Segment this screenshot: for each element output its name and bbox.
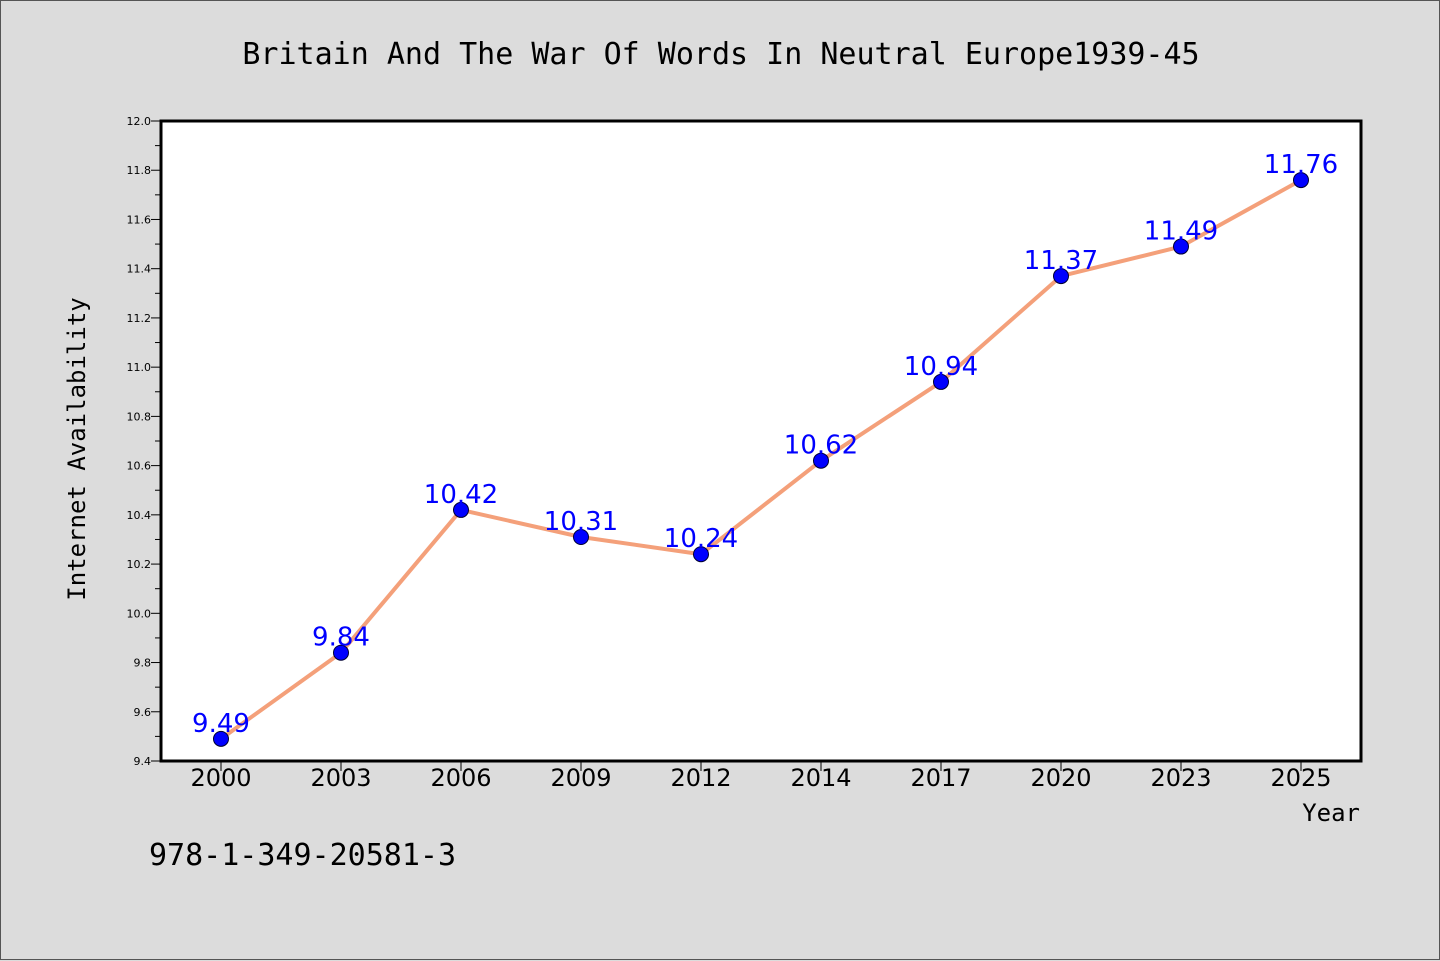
y-tick-label: 10.6 bbox=[127, 460, 152, 473]
isbn-footer: 978-1-349-20581-3 bbox=[149, 838, 456, 873]
data-label: 9.84 bbox=[312, 623, 370, 653]
data-label: 10.42 bbox=[424, 480, 498, 510]
x-tick-label: 2009 bbox=[550, 764, 611, 792]
y-tick-label: 10.8 bbox=[127, 410, 152, 423]
x-tick-label: 2000 bbox=[190, 764, 251, 792]
y-tick-label: 10.0 bbox=[127, 607, 152, 620]
data-label: 10.94 bbox=[904, 352, 978, 382]
data-label: 11.49 bbox=[1144, 217, 1218, 247]
data-point bbox=[693, 546, 709, 563]
x-tick-label: 2023 bbox=[1150, 764, 1211, 792]
y-axis-label: Internet Availability bbox=[63, 297, 91, 600]
data-point bbox=[1173, 238, 1189, 255]
data-label: 11.76 bbox=[1264, 150, 1338, 180]
x-tick-label: 2012 bbox=[670, 764, 731, 792]
y-tick-label: 11.2 bbox=[127, 312, 152, 325]
plot-area bbox=[159, 119, 1363, 763]
y-tick-label: 9.6 bbox=[134, 706, 152, 719]
x-tick-label: 2014 bbox=[790, 764, 851, 792]
data-label: 10.31 bbox=[544, 507, 618, 537]
data-point bbox=[813, 452, 829, 469]
x-axis-label: Year bbox=[1302, 799, 1360, 827]
data-point bbox=[213, 730, 229, 747]
x-tick-label: 2017 bbox=[910, 764, 971, 792]
y-tick-label: 9.4 bbox=[134, 755, 152, 768]
series-line bbox=[219, 178, 1302, 741]
x-tick-label: 2006 bbox=[430, 764, 491, 792]
y-tick-label: 11.6 bbox=[127, 213, 152, 226]
x-tick-label: 2020 bbox=[1030, 764, 1091, 792]
y-axis: 9.4 9.6 9.8 10.0 10.2 10.4 10.6 10.8 11.0 11.2 11.… bbox=[127, 115, 161, 768]
data-point bbox=[573, 529, 589, 545]
data-label: 9.49 bbox=[192, 709, 250, 739]
x-axis: 2000 2003 2006 2009 2012 2014 2017 2020 2023 2025 bbox=[190, 761, 1332, 792]
x-tick-label: 2003 bbox=[310, 764, 371, 792]
data-point bbox=[453, 501, 469, 518]
data-label: 10.24 bbox=[664, 524, 738, 554]
data-point bbox=[333, 644, 349, 661]
y-tick-label: 10.4 bbox=[127, 509, 152, 522]
y-tick-label: 10.2 bbox=[127, 558, 152, 571]
data-point bbox=[1053, 268, 1069, 285]
x-tick-label: 2025 bbox=[1270, 764, 1331, 792]
data-label: 11.37 bbox=[1024, 246, 1098, 276]
y-tick-label: 11.8 bbox=[127, 164, 152, 177]
data-point bbox=[1293, 172, 1309, 189]
y-tick-label: 12.0 bbox=[127, 115, 152, 128]
y-tick-label: 9.8 bbox=[134, 657, 152, 670]
series-line-group: 9.49 9.84 10.42 10.31 10.24 10.62 10.94 11.37 11… bbox=[192, 150, 1338, 747]
y-tick-label: 11.4 bbox=[127, 263, 152, 276]
data-label: 10.62 bbox=[784, 431, 858, 461]
y-tick-label: 11.0 bbox=[127, 361, 152, 374]
data-point bbox=[933, 373, 949, 390]
chart-title: Britain And The War Of Words In Neutral … bbox=[242, 37, 1199, 72]
